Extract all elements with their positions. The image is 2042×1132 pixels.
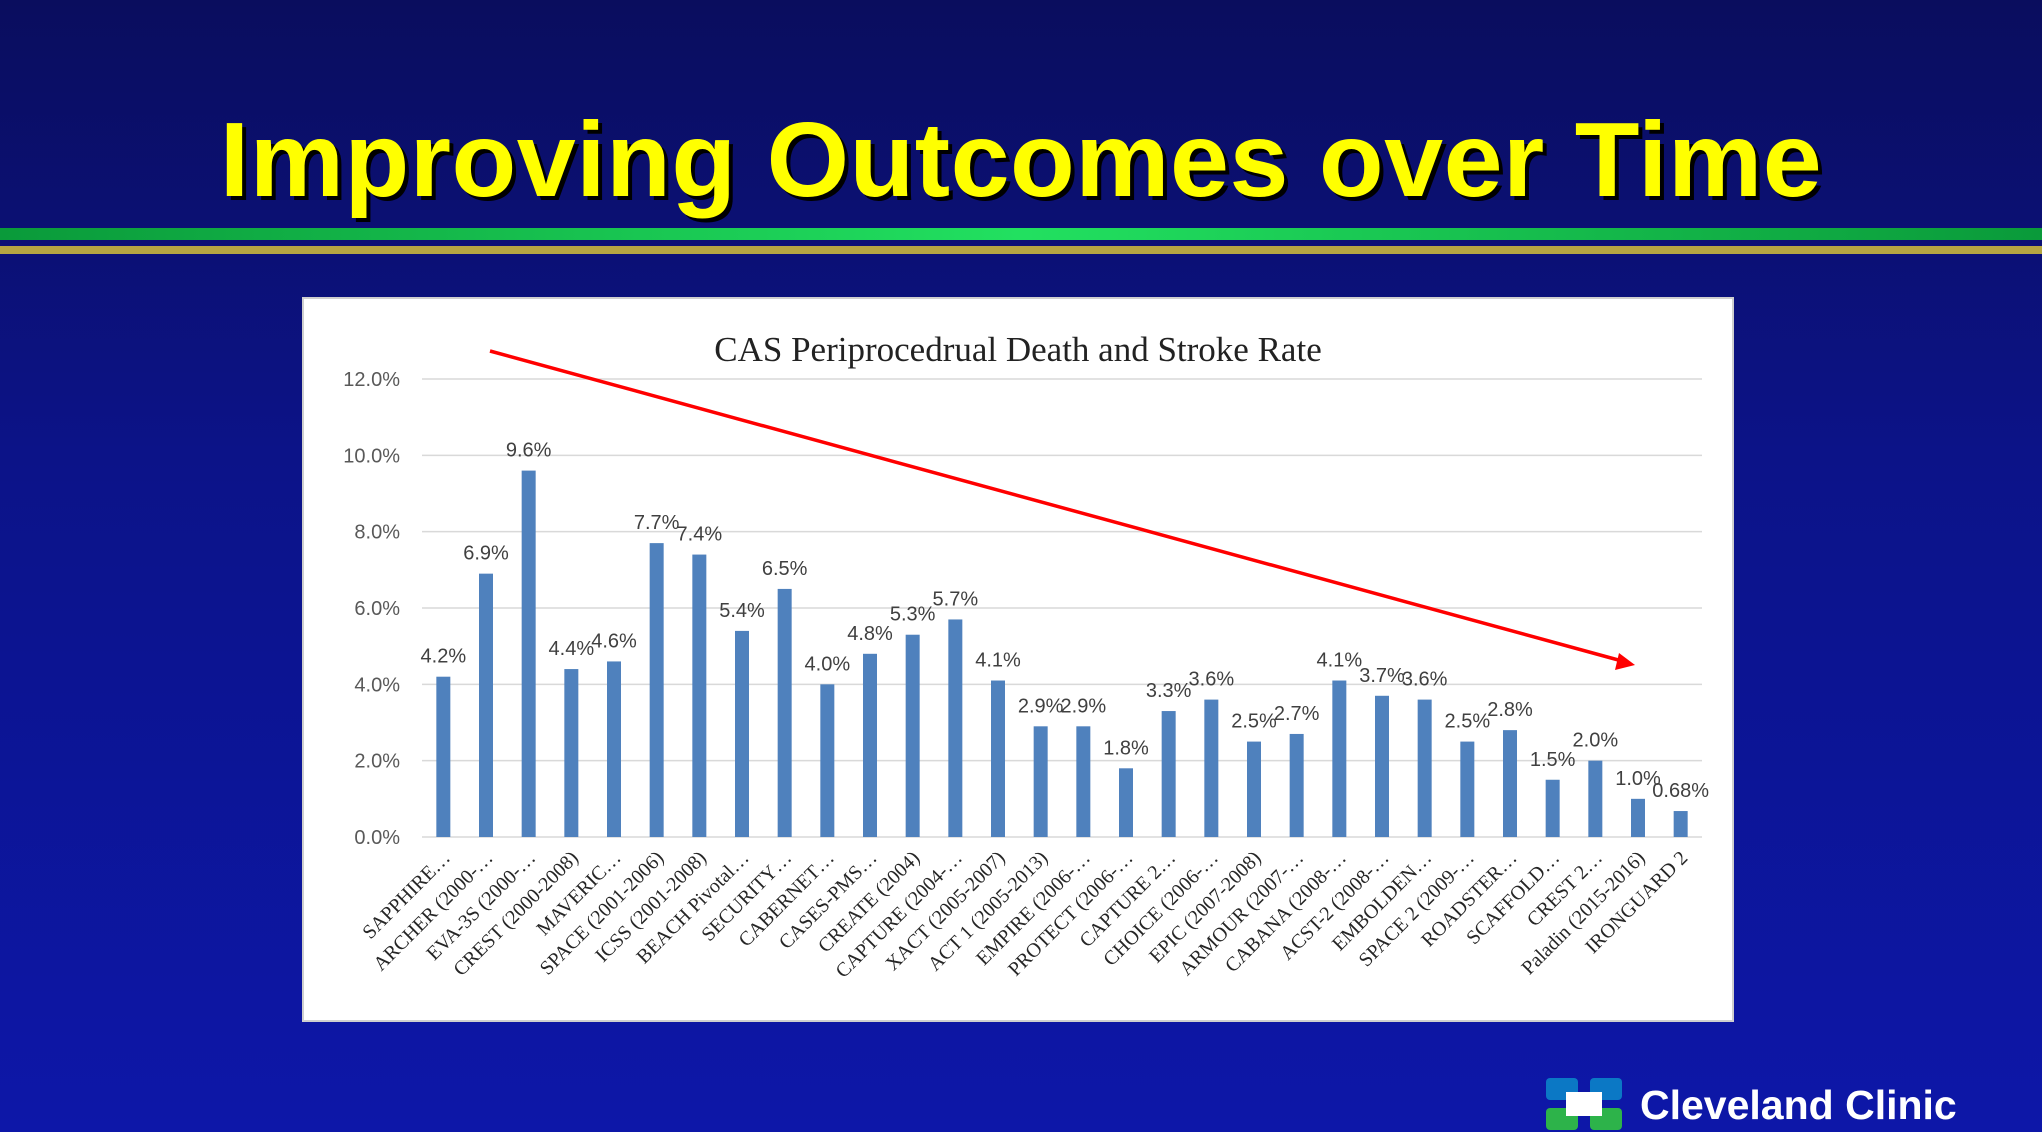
data-label: 2.7% [1274, 703, 1320, 725]
bar [479, 573, 493, 837]
data-label: 1.8% [1103, 737, 1149, 759]
trend-arrow [489, 349, 1635, 670]
y-axis-ticks: 0.0% 2.0% 4.0% 6.0% 8.0% 10.0% 12.0% [343, 369, 400, 849]
data-label: 3.3% [1146, 680, 1192, 702]
data-label: 3.7% [1359, 665, 1405, 687]
bar [1673, 811, 1688, 837]
data-labels: 4.2% 6.9% 9.6% 4.4%4.6% 7.7%7.4% 5.4% 6.5% 4.0%… [421, 440, 1710, 802]
data-label: 2.5% [1231, 711, 1277, 733]
bar [1119, 768, 1133, 837]
bar [1076, 726, 1091, 837]
bar-chart: CAS Periprocedrual Death and Stroke Rate… [343, 330, 1710, 982]
y-tick-label: 12.0% [343, 369, 400, 391]
bar [1545, 779, 1560, 837]
bar [436, 676, 451, 837]
data-label: 2.9% [1061, 695, 1107, 717]
bar [1417, 699, 1432, 837]
cleveland-clinic-logo-icon [1546, 1078, 1622, 1130]
data-label: 7.7% [634, 512, 680, 534]
data-label: 2.9% [1018, 695, 1064, 717]
bar [991, 680, 1005, 837]
bar [607, 661, 621, 837]
data-label: 5.7% [933, 588, 979, 610]
bar [1460, 741, 1475, 837]
data-label: 6.5% [762, 558, 808, 580]
bar [1503, 730, 1517, 837]
y-tick-label: 4.0% [354, 674, 400, 696]
data-label: 5.3% [890, 604, 936, 626]
bar [521, 470, 536, 837]
bar [1289, 733, 1304, 837]
title-rule-green [0, 228, 2042, 240]
bar [1247, 741, 1261, 837]
bar [948, 619, 963, 837]
bar [1588, 760, 1603, 837]
logo-text: Cleveland Clinic [1640, 1082, 1957, 1128]
data-label: 6.9% [463, 543, 509, 565]
data-label: 4.6% [591, 630, 637, 652]
bar [1033, 726, 1048, 837]
y-tick-label: 6.0% [354, 598, 400, 620]
data-label: 4.2% [421, 646, 467, 668]
bar [1204, 699, 1219, 837]
bar [1631, 798, 1645, 837]
chart-title: CAS Periprocedrual Death and Stroke Rate [714, 330, 1321, 369]
bar [863, 653, 877, 837]
data-label: 9.6% [506, 440, 552, 462]
data-label: 1.5% [1530, 749, 1576, 771]
data-label: 4.1% [1317, 650, 1363, 672]
bar [905, 634, 920, 837]
data-label: 4.1% [975, 650, 1021, 672]
bar [820, 684, 835, 837]
y-tick-label: 10.0% [343, 445, 400, 467]
data-label: 4.8% [847, 623, 893, 645]
data-label: 7.4% [677, 524, 723, 546]
bars [436, 470, 1688, 837]
bar [777, 588, 792, 837]
bar [1332, 680, 1347, 837]
bar [649, 543, 664, 837]
x-axis-labels: SAPPHIRE…ARCHER (2000-…EVA-3S (2000-…CRE… [358, 847, 1692, 982]
trend-arrow-head [1615, 653, 1635, 670]
title-rule-gold [0, 246, 2042, 254]
data-label: 5.4% [719, 600, 765, 622]
bar [1161, 711, 1176, 837]
trend-arrow-line [489, 349, 1623, 663]
data-label: 4.4% [549, 638, 595, 660]
data-label: 0.68% [1652, 780, 1709, 802]
y-tick-label: 0.0% [354, 827, 400, 849]
bar [692, 554, 707, 837]
gridlines [422, 378, 1702, 838]
cleveland-clinic-logo: Cleveland Clinic [1546, 1076, 2026, 1132]
chart-panel: CAS Periprocedrual Death and Stroke Rate… [302, 297, 1734, 1022]
slide-title: Improving Outcomes over Time [219, 101, 1823, 219]
bar [1375, 695, 1389, 837]
y-tick-label: 8.0% [354, 522, 400, 544]
data-label: 3.6% [1189, 669, 1235, 691]
y-tick-label: 2.0% [354, 751, 400, 773]
data-label: 2.0% [1573, 730, 1619, 752]
bar [735, 630, 749, 837]
bar [564, 669, 579, 837]
data-label: 2.5% [1445, 711, 1491, 733]
data-label: 1.0% [1615, 768, 1661, 790]
data-label: 2.8% [1487, 699, 1533, 721]
data-label: 4.0% [805, 653, 851, 675]
data-label: 3.6% [1402, 669, 1448, 691]
